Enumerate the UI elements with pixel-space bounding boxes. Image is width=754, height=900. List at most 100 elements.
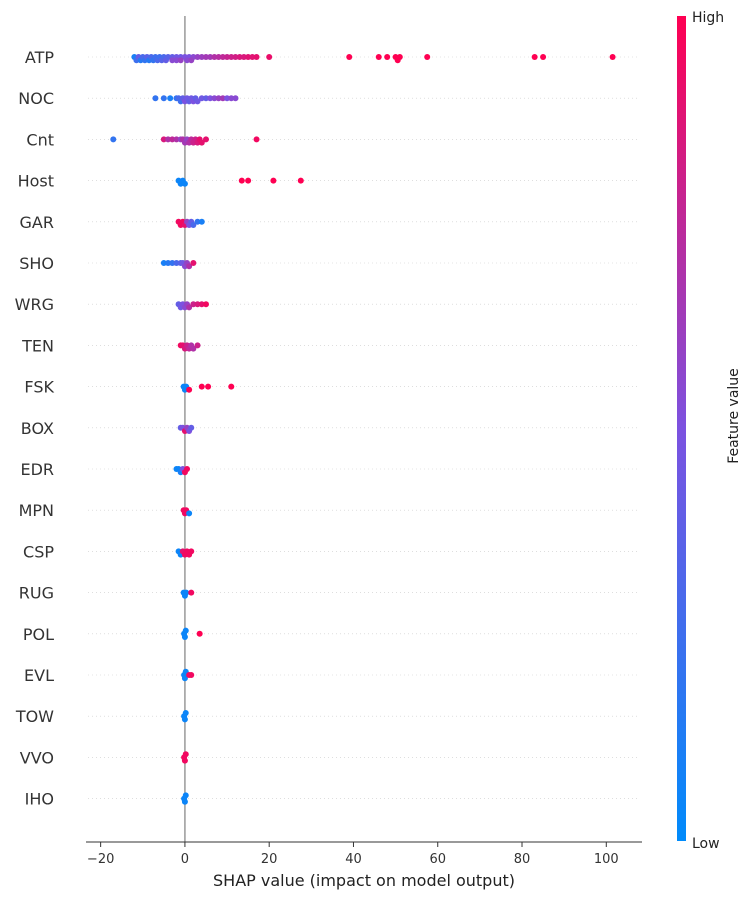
- shap-point: [183, 589, 190, 596]
- feature-row-points: [181, 792, 189, 805]
- x-tick-label: 20: [261, 852, 278, 867]
- shap-point: [160, 260, 167, 266]
- shap-point: [207, 54, 214, 60]
- shap-point: [202, 54, 209, 60]
- feature-label: TEN: [21, 336, 54, 355]
- shap-point: [224, 95, 231, 102]
- shap-point: [253, 54, 260, 60]
- row-guides: [88, 56, 640, 799]
- shap-point: [181, 757, 188, 764]
- feature-row-points: [175, 548, 195, 558]
- feature-row-points: [160, 260, 197, 270]
- feature-row-points: [177, 342, 201, 352]
- shap-point: [198, 139, 205, 146]
- shap-point: [186, 263, 193, 270]
- shap-point: [188, 672, 195, 678]
- shap-point: [181, 634, 188, 640]
- shap-point: [173, 260, 180, 266]
- feature-row-points: [181, 668, 195, 682]
- shap-point: [215, 95, 222, 102]
- shap-point: [177, 57, 184, 64]
- shap-point: [224, 54, 231, 60]
- shap-point: [169, 260, 176, 266]
- feature-label: EVL: [24, 666, 54, 685]
- shap-point: [196, 630, 203, 637]
- shap-point: [198, 301, 205, 308]
- shap-point: [198, 95, 205, 102]
- shap-point: [238, 177, 245, 184]
- feature-label: TOW: [15, 707, 54, 726]
- shap-point: [211, 54, 218, 60]
- shap-point: [188, 548, 195, 555]
- shap-point: [202, 136, 209, 143]
- shap-point: [181, 180, 188, 187]
- shap-point: [194, 301, 201, 308]
- shap-point: [270, 177, 277, 184]
- feature-row-points: [175, 177, 304, 187]
- x-tick-label: 0: [181, 852, 189, 867]
- x-tick-label: −20: [87, 852, 114, 867]
- colorbar-title: Feature value: [726, 368, 742, 464]
- shap-point: [173, 57, 180, 64]
- shap-point: [182, 792, 189, 799]
- points-layer: [110, 54, 616, 805]
- feature-label: RUG: [19, 584, 54, 603]
- shap-point: [173, 136, 180, 143]
- shap-point: [186, 386, 193, 393]
- feature-row-points: [180, 589, 195, 599]
- shap-point: [190, 345, 197, 352]
- shap-point: [188, 57, 195, 64]
- feature-row-points: [131, 54, 616, 64]
- feature-row-points: [110, 136, 260, 146]
- shap-point: [266, 54, 273, 60]
- shap-point: [211, 95, 218, 102]
- feature-label: ATP: [25, 48, 54, 67]
- feature-labels: ATP NOC Cnt Host GAR SHO WRG TEN FSK BOX EDR MPN CSP…: [15, 48, 55, 809]
- shap-point: [182, 710, 189, 716]
- shap-point: [198, 383, 205, 390]
- shap-point: [165, 136, 172, 143]
- shap-point: [152, 95, 159, 102]
- shap-point: [232, 54, 239, 60]
- shap-point: [424, 54, 431, 60]
- shap-point: [167, 95, 174, 102]
- shap-point: [531, 54, 538, 60]
- shap-point: [160, 136, 167, 143]
- shap-point: [219, 54, 226, 60]
- shap-point: [207, 95, 214, 102]
- feature-row-points: [175, 218, 205, 228]
- shap-point: [540, 54, 547, 60]
- feature-label: Host: [18, 172, 54, 191]
- shap-point: [202, 301, 209, 308]
- feature-row-points: [173, 466, 191, 476]
- colorbar-high-label: High: [692, 10, 724, 26]
- shap-point: [182, 627, 189, 634]
- shap-point: [245, 177, 252, 184]
- shap-point: [202, 95, 209, 102]
- shap-point: [198, 218, 205, 225]
- shap-point: [205, 383, 212, 390]
- feature-row-points: [175, 301, 209, 311]
- shap-point: [181, 675, 188, 682]
- shap-point: [188, 589, 195, 596]
- feature-label: FSK: [24, 378, 54, 397]
- shap-point: [184, 466, 191, 472]
- shap-point: [184, 57, 191, 64]
- shap-point: [194, 98, 201, 105]
- feature-label: SHO: [19, 254, 54, 273]
- feature-label: BOX: [21, 419, 54, 438]
- x-tick-label: 40: [345, 852, 362, 867]
- shap-point: [240, 54, 247, 60]
- shap-point: [232, 95, 239, 102]
- shap-point: [194, 54, 201, 60]
- shap-point: [110, 136, 117, 143]
- x-ticks: −20 0 20 40 60 80 100: [87, 842, 619, 867]
- shap-point: [609, 54, 616, 60]
- x-axis: −20 0 20 40 60 80 100 SHAP value (impact on mo…: [86, 841, 642, 890]
- feature-row-points: [177, 424, 195, 434]
- shap-point: [186, 510, 193, 517]
- feature-row-points: [152, 95, 239, 105]
- shap-point: [190, 222, 197, 228]
- feature-label: EDR: [20, 460, 54, 479]
